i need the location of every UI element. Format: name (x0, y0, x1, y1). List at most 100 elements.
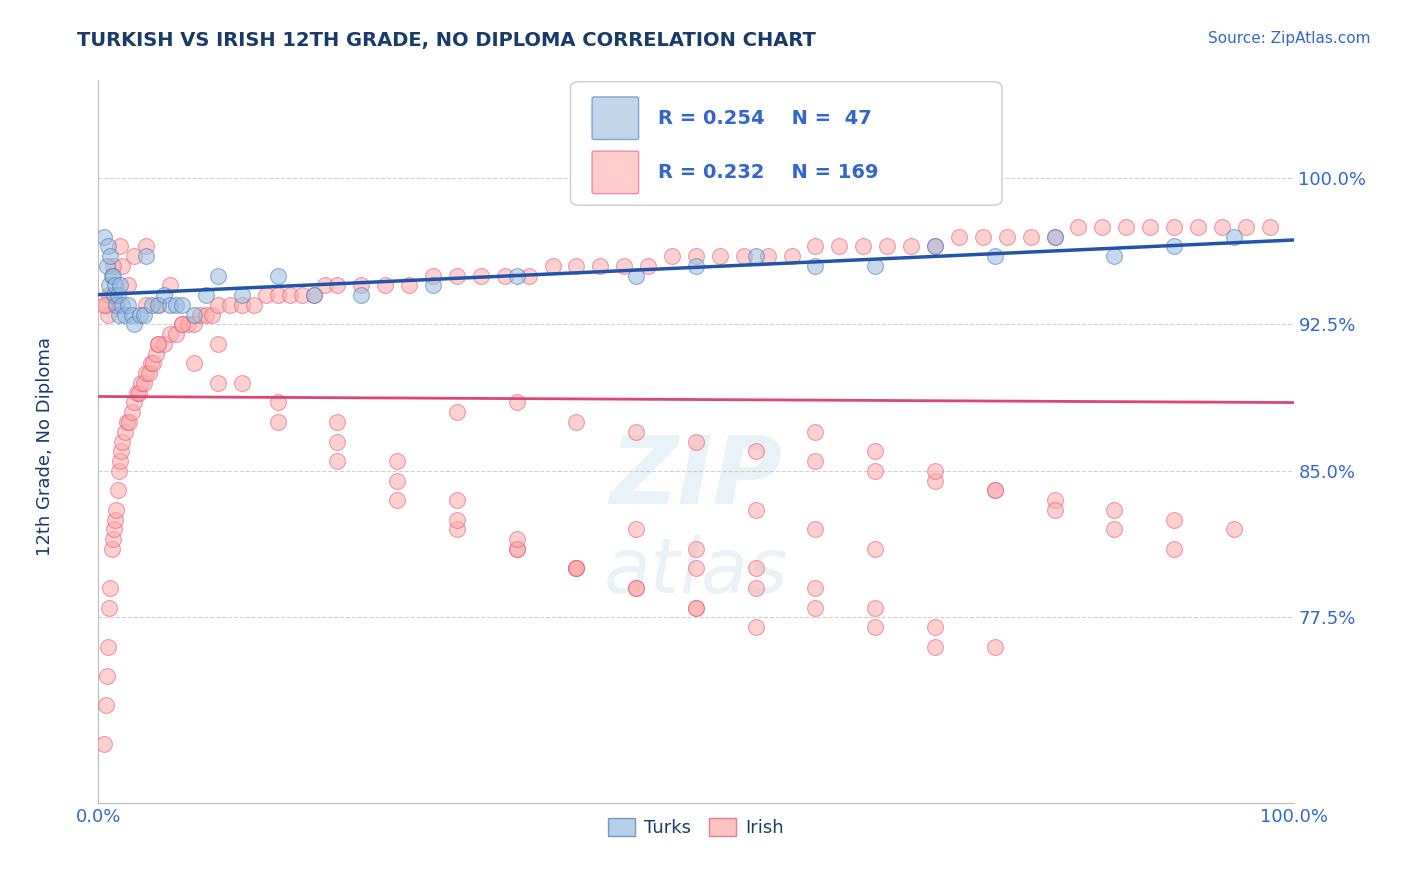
Point (132, 308, 155, 322)
Point (385, 474, 409, 488)
Point (125, 385, 148, 400)
Point (326, 434, 349, 449)
Text: ZIP: ZIP (610, 432, 782, 524)
Point (1115, 219, 1137, 234)
Point (121, 308, 143, 322)
Point (148, 337, 170, 351)
Point (94, 698, 117, 713)
Point (1187, 219, 1209, 234)
Point (183, 308, 205, 322)
Point (1234, 219, 1257, 234)
Point (565, 561, 588, 575)
Text: R = 0.254    N =  47: R = 0.254 N = 47 (658, 109, 872, 128)
Point (107, 483, 129, 498)
Point (924, 620, 946, 634)
Point (446, 513, 468, 527)
Point (278, 288, 301, 302)
Point (142, 356, 165, 370)
Point (96, 669, 118, 683)
Point (804, 425, 827, 439)
Point (446, 493, 468, 508)
Point (733, 249, 755, 263)
Point (183, 356, 205, 370)
Point (105, 298, 128, 312)
Point (924, 464, 946, 478)
Point (94, 298, 117, 312)
Point (124, 249, 146, 263)
Point (1223, 523, 1246, 537)
Point (565, 561, 588, 575)
Point (517, 268, 540, 283)
Point (159, 278, 181, 293)
Point (865, 444, 887, 458)
Point (446, 523, 468, 537)
Point (709, 249, 731, 263)
Point (924, 239, 946, 253)
Point (153, 288, 176, 302)
Point (117, 278, 139, 293)
Point (385, 493, 409, 508)
Point (267, 415, 290, 429)
Point (984, 483, 1007, 498)
Point (231, 288, 253, 302)
Point (103, 288, 125, 302)
Point (114, 425, 136, 439)
Text: R = 0.232    N = 169: R = 0.232 N = 169 (658, 163, 879, 182)
Point (804, 523, 827, 537)
Point (565, 415, 588, 429)
Point (804, 259, 827, 273)
Point (98, 581, 122, 595)
Point (685, 600, 707, 615)
Point (96, 259, 118, 273)
Point (145, 346, 167, 360)
Point (183, 318, 205, 332)
Point (135, 249, 157, 263)
Point (745, 620, 768, 634)
Point (207, 376, 229, 390)
Point (865, 464, 887, 478)
Point (385, 454, 409, 468)
Point (207, 268, 229, 283)
Point (1104, 523, 1126, 537)
Point (626, 425, 648, 439)
Point (105, 503, 128, 517)
Point (326, 278, 349, 293)
Point (124, 318, 146, 332)
Point (865, 541, 887, 556)
Point (141, 298, 163, 312)
Point (291, 288, 314, 302)
Point (107, 464, 129, 478)
Point (97, 640, 120, 654)
Point (1067, 219, 1090, 234)
Point (350, 278, 373, 293)
Point (685, 259, 707, 273)
Point (107, 288, 129, 302)
Point (188, 308, 211, 322)
Text: atlas: atlas (603, 534, 789, 608)
Point (1163, 513, 1185, 527)
Point (254, 288, 277, 302)
Point (101, 268, 124, 283)
Point (107, 308, 129, 322)
Point (172, 318, 194, 332)
Point (1163, 239, 1185, 253)
Point (135, 239, 157, 253)
Point (541, 259, 564, 273)
Point (685, 541, 707, 556)
Point (984, 640, 1007, 654)
Point (745, 503, 768, 517)
Point (995, 229, 1018, 244)
Point (1163, 219, 1185, 234)
Point (118, 415, 141, 429)
Point (114, 308, 136, 322)
Point (828, 239, 851, 253)
Point (1091, 219, 1114, 234)
Point (804, 600, 827, 615)
Point (207, 337, 229, 351)
Text: TURKISH VS IRISH 12TH GRADE, NO DIPLOMA CORRELATION CHART: TURKISH VS IRISH 12TH GRADE, NO DIPLOMA … (77, 31, 817, 50)
Point (124, 395, 146, 409)
Point (422, 278, 444, 293)
Point (98, 278, 121, 293)
Point (924, 474, 946, 488)
Text: 12th Grade, No Diploma: 12th Grade, No Diploma (37, 336, 53, 556)
